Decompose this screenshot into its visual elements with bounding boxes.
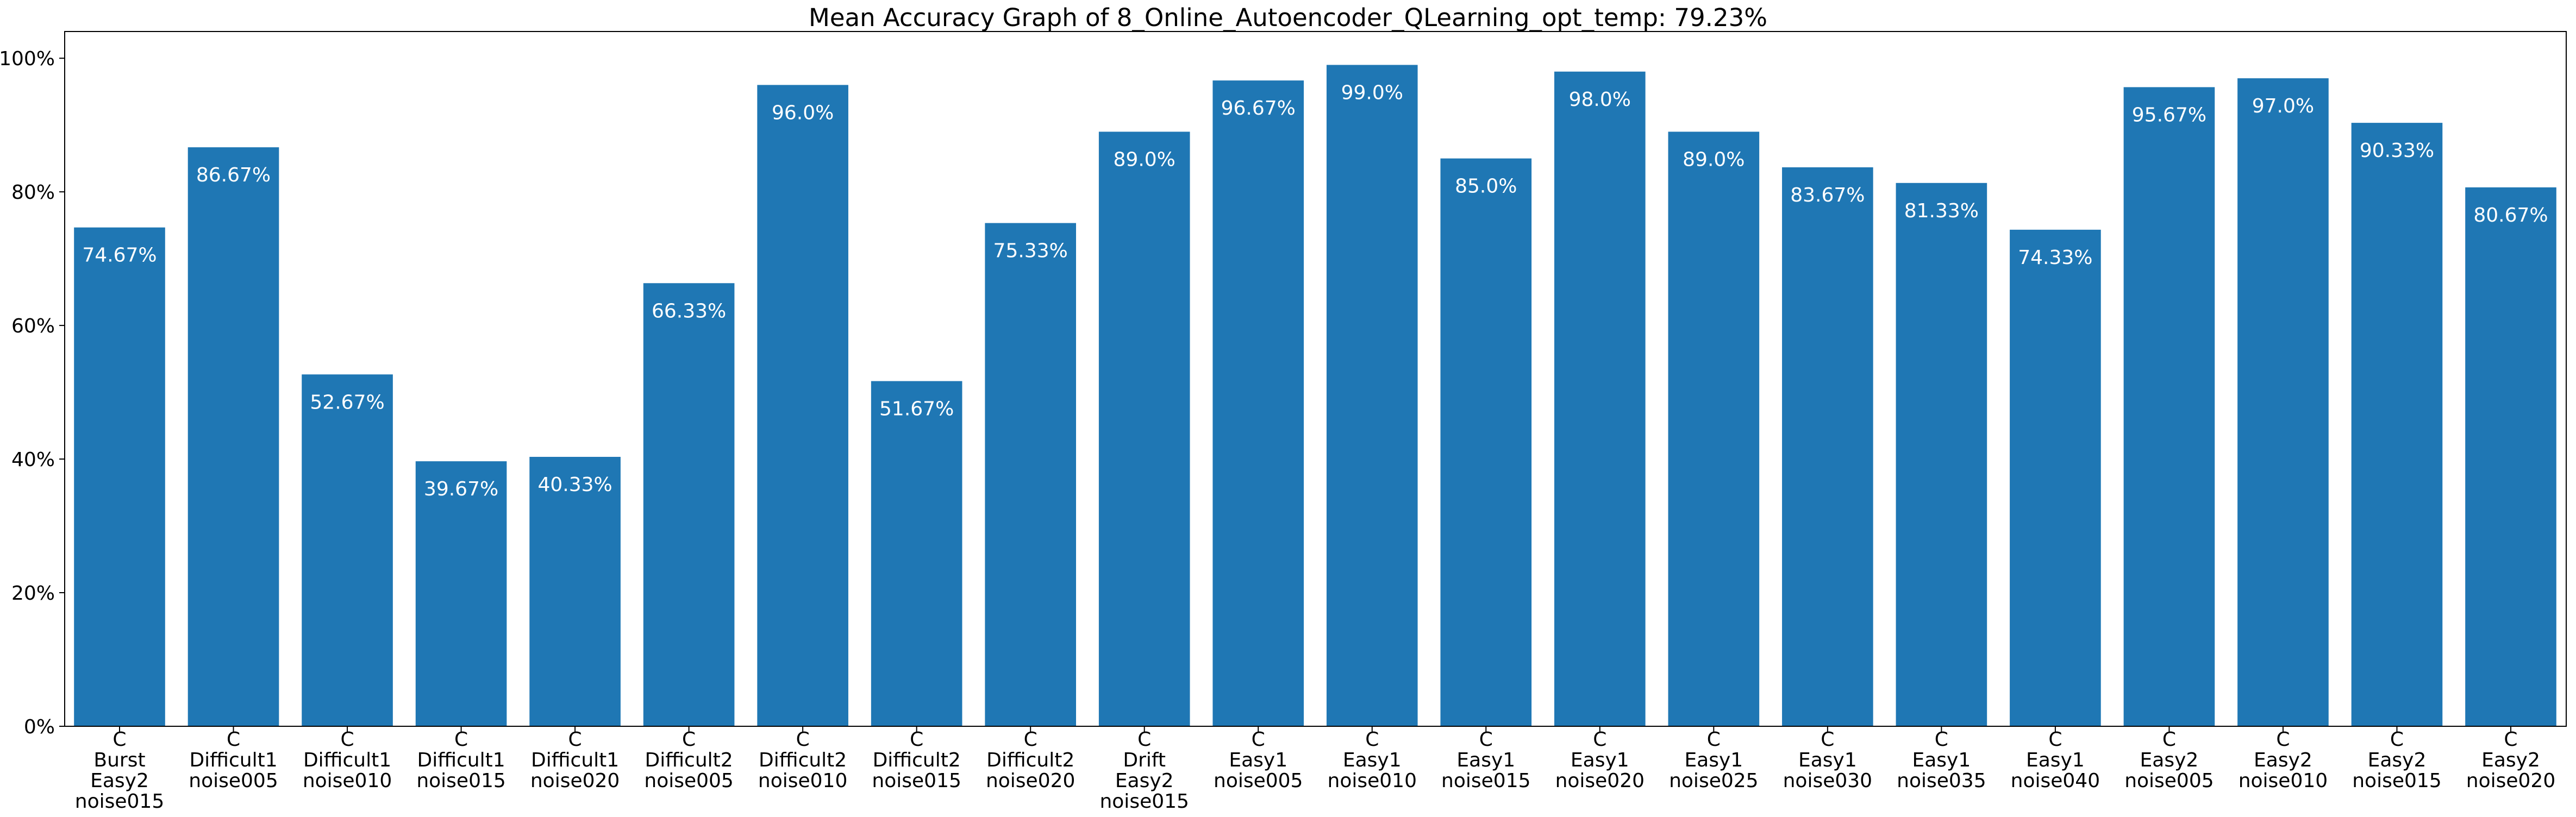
bar-value-labels: 74.67% 86.67% 52.67% 39.67% 40.33% 66.33% 96.0… [82,81,2548,500]
bar-15 [1782,167,1873,726]
bar-value-label-11: 99.0% [1341,81,1403,104]
x-tick-label-11: C Easy1 noise010 [1328,728,1417,792]
bar-value-label-20: 90.33% [2360,140,2434,162]
bar-value-label-10: 96.67% [1221,97,1296,120]
bar-20 [2351,123,2443,726]
y-tick-label-1: 20% [11,582,55,605]
bar-5 [643,283,735,726]
bar-8 [985,223,1076,726]
y-tick-label-0: 0% [24,716,55,738]
x-tick-label-10: C Easy1 noise005 [1214,728,1303,792]
bar-value-label-12: 85.0% [1455,175,1517,198]
x-tick-label-19: C Easy2 noise010 [2239,728,2328,792]
bar-value-label-17: 74.33% [2018,247,2092,269]
bar-value-label-0: 74.67% [82,244,157,267]
x-tick-label-7: C Difficult2 noise015 [872,728,961,792]
x-tick-label-4: C Difficult1 noise020 [530,728,620,792]
bar-value-label-18: 95.67% [2132,104,2206,126]
x-axis: C Burst Easy2 noise015 C Difficult1 noise005 C D… [75,726,2555,813]
x-tick-label-0: C Burst Easy2 noise015 [75,728,164,813]
x-tick-label-9: C Drift Easy2 noise015 [1099,728,1189,813]
bar-10 [1212,80,1304,726]
bar-value-label-4: 40.33% [537,474,612,496]
bar-value-label-15: 83.67% [1790,184,1865,206]
bar-value-label-19: 97.0% [2252,95,2314,117]
x-tick-label-20: C Easy2 noise015 [2352,728,2441,792]
bar-14 [1668,131,1760,726]
x-tick-label-17: C Easy1 noise040 [2011,728,2100,792]
bar-11 [1326,65,1418,727]
y-tick-label-3: 60% [11,315,55,337]
bar-18 [2123,87,2215,726]
bar-13 [1554,71,1646,727]
chart-title: Mean Accuracy Graph of 8_Online_Autoenco… [809,3,1767,32]
bar-0 [74,227,165,726]
bar-9 [1098,131,1190,726]
x-tick-label-21: C Easy2 noise020 [2466,728,2555,792]
bar-value-label-7: 51.67% [879,398,954,420]
x-tick-label-13: C Easy1 noise020 [1555,728,1645,792]
x-tick-label-12: C Easy1 noise015 [1441,728,1530,792]
y-tick-label-2: 40% [11,449,55,471]
bar-16 [1896,183,1987,727]
bar-value-label-2: 52.67% [310,391,384,413]
x-tick-label-18: C Easy2 noise005 [2124,728,2214,792]
bar-value-label-9: 89.0% [1114,148,1176,171]
bar-value-label-8: 75.33% [993,240,1068,262]
y-tick-label-5: 100% [0,48,55,70]
x-tick-label-15: C Easy1 noise030 [1783,728,1872,792]
bar-value-label-1: 86.67% [196,164,271,186]
bar-value-label-21: 80.67% [2473,204,2548,227]
x-tick-label-14: C Easy1 noise025 [1669,728,1758,792]
bar-1 [187,147,279,726]
bars-layer [74,65,2556,727]
bar-7 [871,381,962,726]
bar-value-label-6: 96.0% [772,102,834,124]
bar-6 [757,85,848,726]
bar-value-label-16: 81.33% [1904,200,1979,222]
bar-21 [2465,187,2556,726]
bar-value-label-13: 98.0% [1569,89,1631,111]
bar-3 [415,461,507,726]
y-tick-label-4: 80% [11,181,55,204]
plot-frame [64,31,2567,727]
x-tick-label-8: C Difficult2 noise020 [986,728,1075,792]
bar-19 [2237,78,2329,726]
bar-value-label-3: 39.67% [424,478,498,500]
x-tick-label-5: C Difficult2 noise005 [644,728,733,792]
bar-12 [1440,158,1532,726]
y-axis: 0% 20% 40% 60% 80% 100% [0,48,65,738]
x-tick-label-1: C Difficult1 noise005 [189,728,278,792]
bar-4 [529,457,621,726]
bar-2 [302,374,393,726]
bar-17 [2010,229,2101,727]
bar-value-label-5: 66.33% [652,300,726,322]
x-tick-label-6: C Difficult2 noise010 [758,728,847,792]
x-tick-label-16: C Easy1 noise035 [1897,728,1986,792]
bar-value-label-14: 89.0% [1683,148,1745,171]
x-tick-label-2: C Difficult1 noise010 [303,728,392,792]
x-tick-label-3: C Difficult1 noise015 [416,728,505,792]
